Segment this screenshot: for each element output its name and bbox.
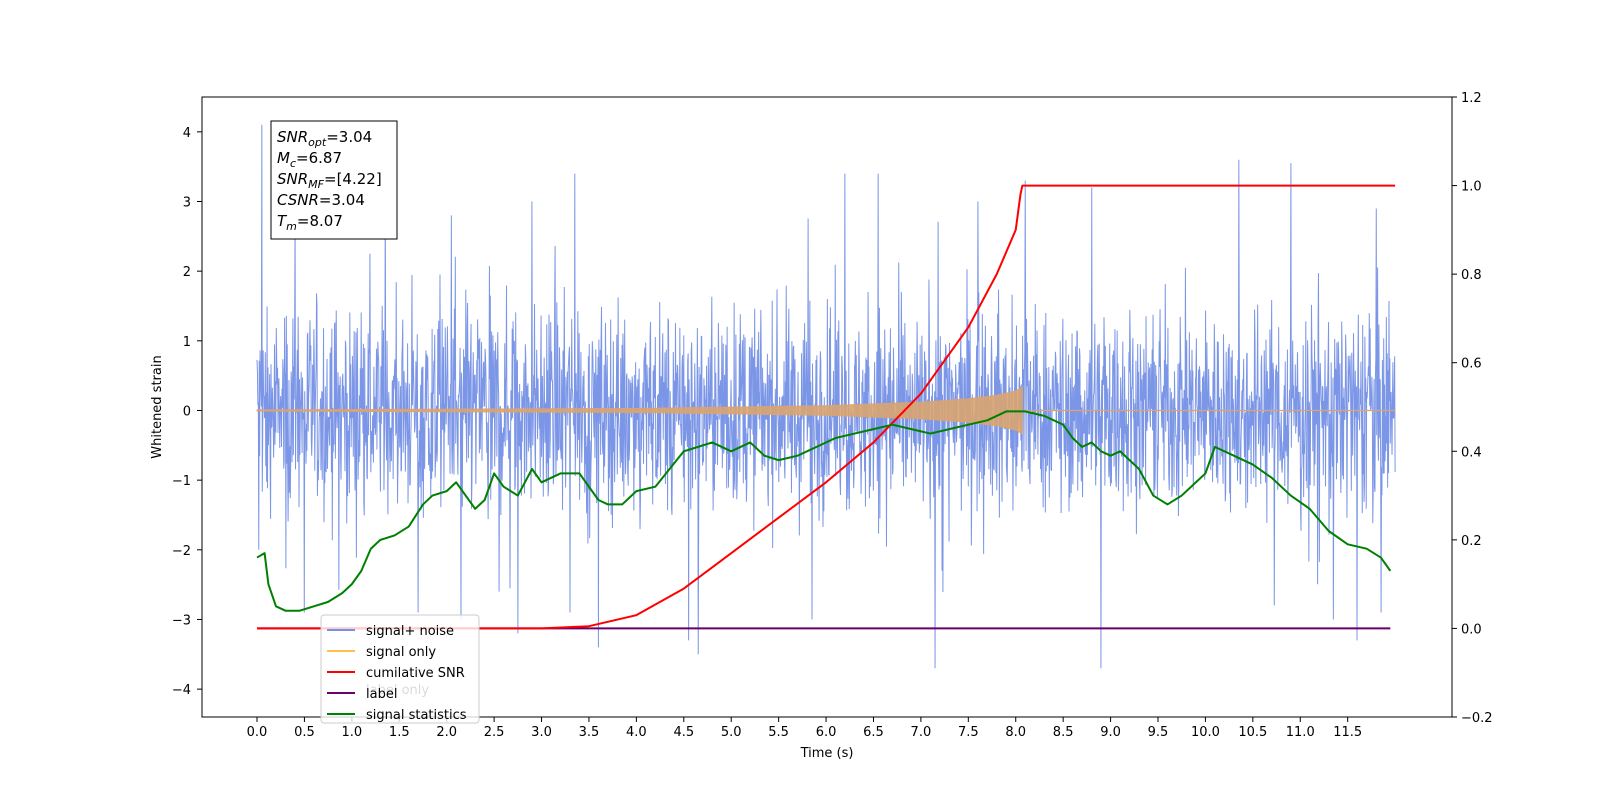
info-value: =6.87: [296, 149, 342, 167]
legend-hidden-text: label only: [366, 683, 429, 698]
x-tick-label: 6.5: [863, 725, 884, 740]
x-tick-label: 10.5: [1238, 725, 1267, 740]
info-subscript: c: [290, 157, 296, 170]
info-line: SNRMF=[4.22]: [277, 170, 382, 191]
info-line: CSNR=3.04: [277, 191, 365, 209]
legend-label: label: [366, 687, 397, 702]
info-line: Mc=6.87: [277, 149, 342, 170]
x-tick-label: 10.0: [1191, 725, 1220, 740]
info-value: =3.04: [326, 128, 372, 146]
x-tick-label: 9.5: [1148, 725, 1169, 740]
y2-tick-label: 0.2: [1461, 534, 1482, 549]
x-tick-label: 4.0: [626, 725, 647, 740]
y-tick-label: 4: [183, 126, 191, 141]
y2-tick-label: 1.2: [1461, 91, 1482, 106]
legend-label: signal+ noise: [366, 624, 454, 639]
series-signal-statistics: [256, 410, 1392, 612]
x-tick-label: 3.0: [531, 725, 552, 740]
x-tick-label: 3.5: [579, 725, 600, 740]
x-tick-label: 11.0: [1286, 725, 1315, 740]
legend-label: signal only: [366, 645, 436, 660]
info-line: SNRopt=3.04: [277, 128, 372, 149]
x-tick-label: 8.0: [1005, 725, 1026, 740]
info-symbol: SNR: [277, 170, 308, 188]
x-tick-label: 2.0: [436, 725, 457, 740]
x-tick-label: 0.0: [247, 725, 268, 740]
y-axis-label: Whitened strain: [150, 355, 165, 458]
x-tick-label: 5.5: [768, 725, 789, 740]
x-tick-label: 2.5: [484, 725, 505, 740]
info-subscript: MF: [308, 178, 324, 191]
y-tick-label: 1: [183, 335, 191, 350]
x-tick-label: 7.0: [911, 725, 932, 740]
x-tick-label: 1.0: [342, 725, 363, 740]
info-box: [270, 120, 398, 240]
info-value: =8.07: [297, 212, 343, 230]
info-value: =3.04: [319, 191, 365, 209]
y-tick-label: 3: [183, 195, 191, 210]
y2-tick-label: −0.2: [1461, 711, 1493, 726]
y2-tick-label: 0.8: [1461, 268, 1482, 283]
series-cumulative-snr: [257, 184, 1396, 630]
y2-tick-label: 0.0: [1461, 622, 1482, 637]
x-tick-label: 7.5: [958, 725, 979, 740]
x-tick-label: 11.5: [1333, 725, 1362, 740]
info-symbol: M: [277, 149, 290, 167]
y-tick-label: −4: [172, 683, 191, 698]
legend-label: signal statistics: [366, 708, 467, 723]
y-tick-label: 0: [183, 404, 191, 419]
info-subscript: m: [286, 220, 297, 233]
x-axis-label: Time (s): [800, 746, 854, 761]
x-tick-label: 8.5: [1053, 725, 1074, 740]
info-value: =[4.22]: [324, 170, 382, 188]
legend-box: [320, 614, 480, 724]
info-subscript: opt: [308, 136, 327, 149]
series-signal-only: [256, 386, 1023, 435]
x-tick-label: 4.5: [673, 725, 694, 740]
info-symbol: CSNR: [277, 191, 319, 209]
info-line: Tm=8.07: [277, 212, 343, 233]
y2-tick-label: 1.0: [1461, 180, 1482, 195]
info-symbol: T: [277, 212, 288, 230]
y-tick-label: 2: [183, 265, 191, 280]
x-tick-label: 9.0: [1100, 725, 1121, 740]
x-tick-label: 5.0: [721, 725, 742, 740]
y-tick-label: −3: [172, 613, 191, 628]
y-tick-label: −1: [172, 474, 191, 489]
legend-label: cumilative SNR: [366, 666, 465, 681]
y2-tick-label: 0.4: [1461, 445, 1482, 460]
x-tick-label: 6.0: [816, 725, 837, 740]
x-tick-label: 0.5: [294, 725, 315, 740]
x-tick-label: 1.5: [389, 725, 410, 740]
plot-frame: [201, 96, 1453, 718]
series-signal-noise: [256, 124, 1396, 669]
y2-tick-label: 0.6: [1461, 357, 1482, 372]
info-symbol: SNR: [277, 128, 308, 146]
y-tick-label: −2: [172, 544, 191, 559]
